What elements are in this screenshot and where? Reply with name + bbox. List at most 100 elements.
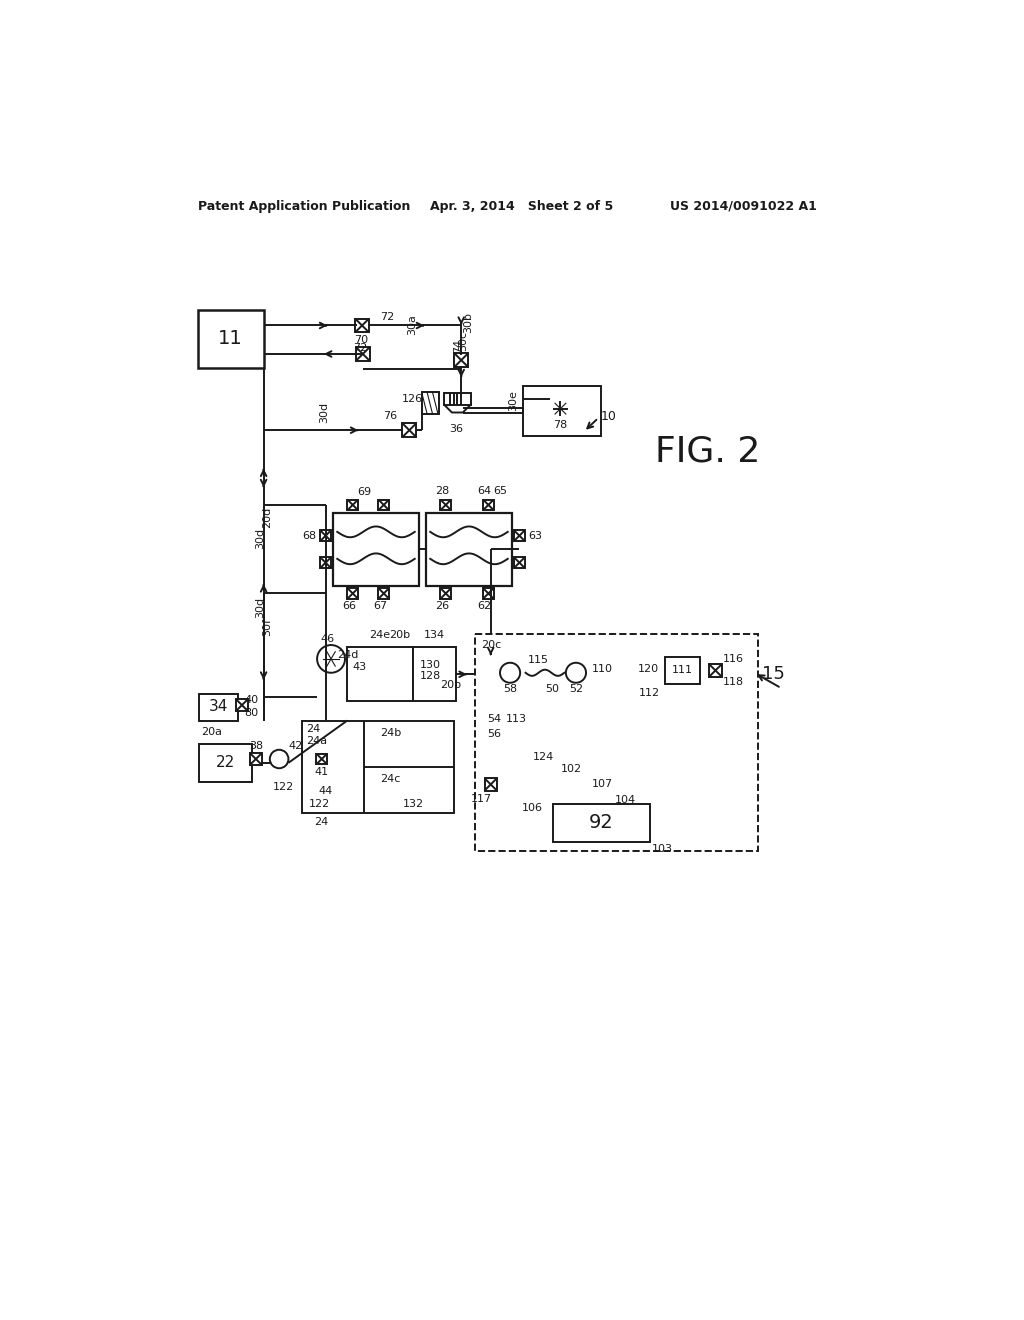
Text: 24: 24 (306, 725, 321, 734)
Text: 67: 67 (373, 601, 387, 611)
Text: 117: 117 (471, 795, 492, 804)
Text: 44: 44 (318, 785, 333, 796)
Text: 34: 34 (209, 700, 228, 714)
Bar (316, 754, 328, 764)
Text: 50: 50 (545, 684, 559, 694)
Text: 128: 128 (420, 671, 441, 681)
Bar (483, 589, 494, 599)
Text: 20c: 20c (481, 640, 502, 651)
Text: 24c: 24c (380, 775, 400, 784)
Text: 72: 72 (381, 312, 394, 322)
Text: 112: 112 (639, 688, 659, 698)
Text: 120: 120 (638, 664, 659, 675)
Text: 10: 10 (601, 409, 616, 422)
Text: 36: 36 (450, 424, 464, 434)
Text: 126: 126 (401, 395, 423, 404)
Text: 130: 130 (420, 660, 440, 671)
Text: 110: 110 (592, 664, 612, 675)
Text: 68: 68 (302, 531, 316, 541)
Circle shape (566, 663, 586, 682)
Text: 52: 52 (569, 684, 583, 694)
Text: 124: 124 (534, 752, 555, 763)
Text: 132: 132 (403, 799, 424, 809)
Text: 24a: 24a (306, 737, 328, 746)
Text: 104: 104 (614, 795, 636, 805)
Text: Apr. 3, 2014   Sheet 2 of 5: Apr. 3, 2014 Sheet 2 of 5 (430, 199, 613, 213)
Text: 42: 42 (289, 742, 303, 751)
Bar (426, 512, 512, 586)
Text: 106: 106 (521, 803, 543, 813)
Bar (665, 657, 700, 684)
Text: 30c: 30c (458, 331, 468, 351)
Bar (402, 424, 417, 437)
Text: 113: 113 (506, 714, 527, 723)
Text: 24d: 24d (337, 649, 358, 660)
Text: 58: 58 (503, 684, 517, 694)
Text: 22: 22 (216, 755, 236, 771)
Bar (198, 310, 263, 368)
Bar (250, 752, 262, 766)
Bar (414, 647, 456, 701)
Bar (710, 664, 722, 677)
Text: 54: 54 (486, 714, 501, 723)
Text: 111: 111 (672, 665, 692, 676)
Bar (514, 531, 525, 541)
Bar (523, 385, 601, 436)
Text: FIG. 2: FIG. 2 (655, 434, 761, 469)
Bar (356, 347, 370, 360)
Bar (321, 557, 331, 568)
Text: 103: 103 (652, 845, 673, 854)
Bar (444, 393, 471, 405)
Text: 92: 92 (589, 813, 613, 833)
Bar (347, 499, 358, 511)
Text: 20b: 20b (440, 681, 461, 690)
Text: 116: 116 (723, 653, 744, 664)
Bar (236, 700, 248, 711)
Text: 102: 102 (560, 764, 582, 774)
Text: 20a: 20a (202, 727, 222, 738)
Text: 38: 38 (249, 742, 263, 751)
Text: 15: 15 (762, 665, 784, 682)
Text: 26: 26 (435, 601, 449, 611)
Text: 115: 115 (528, 655, 549, 665)
Bar (200, 743, 252, 781)
Text: 107: 107 (592, 779, 612, 789)
Text: 66: 66 (342, 601, 356, 611)
Text: 11: 11 (218, 329, 243, 348)
Text: 56: 56 (486, 730, 501, 739)
Text: 63: 63 (528, 531, 543, 541)
Text: 30d: 30d (255, 528, 265, 549)
Text: 122: 122 (273, 781, 294, 792)
Circle shape (500, 663, 520, 682)
Text: 74: 74 (453, 339, 463, 354)
Bar (321, 531, 331, 541)
Circle shape (270, 750, 289, 768)
Text: 64: 64 (477, 486, 492, 496)
Text: 65: 65 (493, 486, 507, 496)
Bar (200, 693, 238, 721)
Text: Patent Application Publication: Patent Application Publication (198, 199, 411, 213)
Bar (378, 499, 389, 511)
Bar (302, 721, 454, 813)
Text: 40: 40 (245, 694, 258, 705)
Text: 80: 80 (245, 708, 258, 718)
Text: 20b: 20b (389, 630, 410, 640)
Circle shape (550, 397, 571, 420)
Text: 46: 46 (321, 634, 334, 644)
Text: 24e: 24e (370, 630, 390, 640)
Text: 20d: 20d (262, 507, 271, 528)
Bar (440, 589, 452, 599)
Bar (553, 804, 649, 842)
Bar (422, 392, 438, 414)
Text: 28: 28 (435, 486, 449, 496)
Text: 134: 134 (424, 630, 444, 640)
Text: 30f: 30f (262, 618, 271, 636)
Text: 43: 43 (352, 661, 367, 672)
Circle shape (317, 645, 345, 673)
Bar (514, 557, 525, 568)
Text: 70: 70 (354, 335, 369, 345)
Bar (440, 499, 452, 511)
Text: 78: 78 (553, 420, 567, 430)
Text: 62: 62 (477, 601, 492, 611)
Bar (355, 318, 369, 333)
